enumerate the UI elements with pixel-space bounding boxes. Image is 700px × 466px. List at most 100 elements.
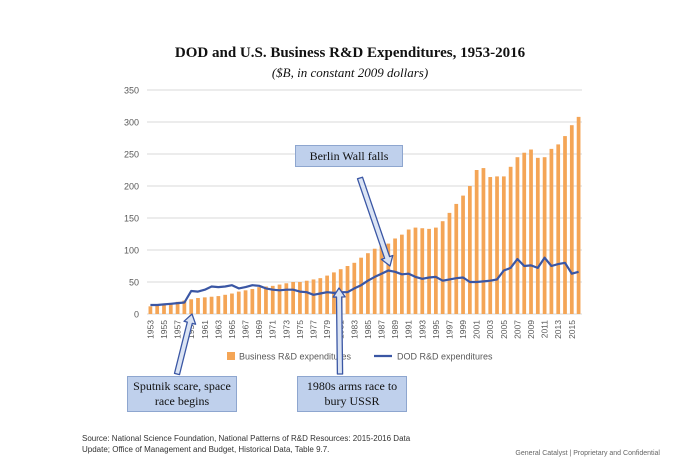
arms-race-arrow-shape <box>332 287 346 375</box>
callout-berlin-text: Berlin Wall falls <box>309 148 389 163</box>
y-tick-label: 0 <box>134 310 139 320</box>
business-rd-bar <box>182 300 187 314</box>
business-rd-bar <box>515 157 520 314</box>
x-tick-label: 2015 <box>567 320 577 339</box>
business-rd-bar <box>495 176 499 314</box>
business-rd-bar <box>481 168 486 314</box>
x-tick-label: 1989 <box>390 320 400 339</box>
annotation-arrows <box>173 176 394 376</box>
y-tick-label: 300 <box>124 118 139 128</box>
business-rd-bar <box>467 186 472 314</box>
x-tick-label: 2013 <box>553 320 563 339</box>
x-tick-label: 1991 <box>404 320 414 339</box>
y-axis-ticks: 0 50 100 150 200 250 300 350 <box>124 86 139 320</box>
x-tick-label: 2009 <box>526 320 536 339</box>
x-tick-label: 1953 <box>145 320 155 339</box>
x-tick-label: 2011 <box>540 320 550 339</box>
x-tick-label: 2003 <box>485 320 495 339</box>
business-rd-bar <box>230 293 234 314</box>
footer-confidential: General Catalyst | Proprietary and Confi… <box>515 450 660 457</box>
callout-sputnik-line2: race begins <box>154 394 210 408</box>
legend-dod-label: DOD R&D expenditures <box>397 352 493 362</box>
business-rd-bar <box>447 212 452 314</box>
x-tick-label: 1987 <box>376 320 386 339</box>
callout-sputnik: Sputnik scare, space race begins <box>127 376 237 412</box>
business-rd-bar <box>576 116 581 314</box>
x-tick-label: 1969 <box>254 320 264 339</box>
business-rd-bar <box>413 227 418 314</box>
callout-arms-race: 1980s arms race to bury USSR <box>297 376 407 412</box>
business-rd-bar <box>427 228 431 314</box>
y-tick-label: 150 <box>124 214 139 224</box>
business-rd-bar <box>148 306 153 314</box>
business-rd-bar <box>508 166 513 314</box>
business-rd-bar <box>243 290 248 314</box>
business-rd-bar <box>386 243 391 314</box>
business-rd-bar <box>196 298 200 314</box>
business-rd-bar <box>209 296 214 314</box>
legend-business-swatch <box>227 352 235 360</box>
business-rd-bar <box>569 125 574 314</box>
business-rd-bar <box>277 284 282 314</box>
x-tick-label: 2001 <box>472 320 482 339</box>
business-rd-bar <box>542 157 547 314</box>
business-rd-bar <box>175 301 180 314</box>
business-rd-bar <box>433 227 438 314</box>
x-tick-label: 2005 <box>499 320 509 339</box>
source-line-2: Update; Office of Management and Budget,… <box>82 445 330 454</box>
x-axis-ticks: 1953195519571959196119631965196719691971… <box>145 320 576 339</box>
business-rd-bar <box>257 287 262 314</box>
business-rd-bar <box>223 294 228 314</box>
y-tick-label: 100 <box>124 246 139 256</box>
x-tick-label: 2007 <box>512 320 522 339</box>
business-rd-bar <box>440 221 445 314</box>
business-rd-bar <box>264 286 268 314</box>
business-rd-bar <box>304 280 309 314</box>
business-rd-bar <box>549 148 554 314</box>
y-tick-label: 200 <box>124 182 139 192</box>
callout-arms-line1: 1980s arms race to <box>306 379 398 393</box>
sputnik-arrow-shape <box>173 313 197 376</box>
callout-arms-line2: bury USSR <box>324 394 380 408</box>
business-rd-bar <box>366 253 370 314</box>
x-tick-label: 1955 <box>159 320 169 339</box>
x-tick-label: 1993 <box>417 320 427 339</box>
source-note: Source: National Science Foundation, Nat… <box>82 433 442 455</box>
business-rd-bar <box>168 303 173 314</box>
business-rd-bar <box>284 283 289 314</box>
arms-race-arrow <box>332 287 346 375</box>
x-tick-label: 1957 <box>173 320 183 339</box>
x-tick-label: 1971 <box>268 320 278 339</box>
business-rd-bar <box>379 246 384 314</box>
business-rd-bar <box>461 195 465 314</box>
business-rd-bar <box>474 170 479 314</box>
chart-title: DOD and U.S. Business R&D Expenditures, … <box>174 45 526 61</box>
business-rd-bar <box>189 299 194 314</box>
x-tick-label: 1967 <box>241 320 251 339</box>
y-tick-label: 250 <box>124 150 139 160</box>
business-rd-bar <box>318 278 323 314</box>
x-tick-label: 1999 <box>458 320 468 339</box>
berlin-wall-arrow <box>356 176 394 267</box>
business-rd-bar <box>250 289 255 314</box>
x-tick-label: 1975 <box>295 320 305 339</box>
business-rd-bar <box>454 203 459 314</box>
business-rd-bar <box>563 136 567 314</box>
y-tick-label: 50 <box>129 278 139 288</box>
x-tick-label: 1961 <box>200 320 210 339</box>
business-rd-bar <box>236 291 241 314</box>
business-rd-bar <box>345 266 350 314</box>
business-rd-bar <box>406 229 411 314</box>
business-rd-bar <box>393 238 397 314</box>
business-rd-bar <box>155 305 160 314</box>
business-rd-bar <box>488 177 493 314</box>
business-rd-bar <box>420 228 425 314</box>
legend: Business R&D expenditures DOD R&D expendi… <box>227 352 493 362</box>
x-tick-label: 1995 <box>431 320 441 339</box>
business-rd-bar <box>501 176 506 314</box>
business-rd-bar <box>325 275 329 314</box>
legend-business-label: Business R&D expenditures <box>239 352 352 362</box>
sputnik-arrow <box>173 313 197 376</box>
business-rd-bar <box>522 152 527 314</box>
business-rd-bar <box>372 248 377 314</box>
